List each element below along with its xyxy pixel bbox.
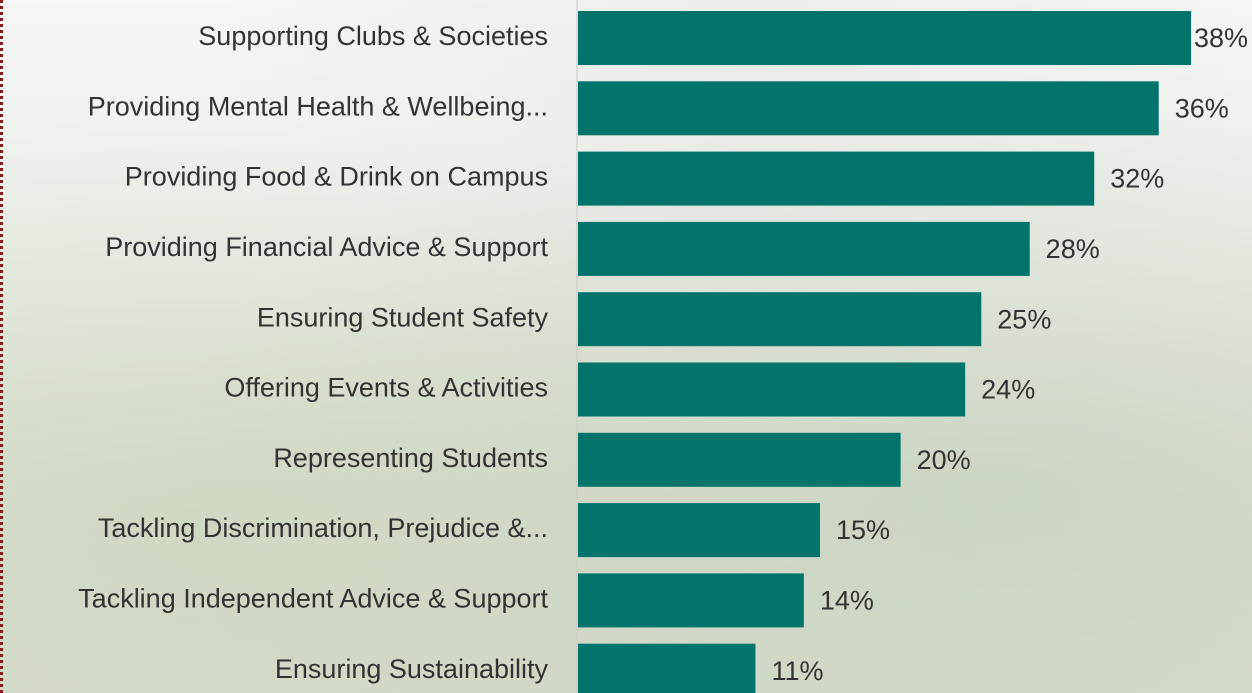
bar	[578, 292, 981, 346]
value-label: 36%	[1175, 93, 1229, 123]
category-label: Representing Students	[273, 443, 548, 473]
category-label: Ensuring Student Safety	[257, 302, 549, 332]
category-label: Ensuring Sustainability	[275, 654, 549, 684]
category-label: Providing Food & Drink on Campus	[125, 162, 548, 192]
value-label: 11%	[771, 656, 823, 686]
category-label: Tackling Discrimination, Prejudice &...	[98, 513, 548, 543]
value-label: 15%	[836, 515, 890, 545]
value-label: 20%	[917, 445, 971, 475]
bar	[578, 573, 804, 627]
bar	[578, 81, 1159, 135]
value-label: 28%	[1046, 234, 1100, 264]
bar	[578, 644, 755, 693]
category-label: Providing Financial Advice & Support	[105, 232, 548, 262]
category-label: Tackling Independent Advice & Support	[78, 584, 548, 614]
bar	[578, 222, 1030, 276]
bar	[578, 363, 965, 417]
bar	[578, 152, 1094, 206]
value-label: 25%	[997, 304, 1051, 334]
value-label: 32%	[1110, 164, 1164, 194]
bar	[578, 433, 901, 487]
category-label: Supporting Clubs & Societies	[198, 21, 548, 51]
bar	[578, 11, 1191, 65]
chart: Supporting Clubs & Societies 38% Providing…	[0, 0, 1252, 693]
category-label: Offering Events & Activities	[224, 373, 548, 403]
value-label: 24%	[981, 375, 1035, 405]
chart-panel: Supporting Clubs & Societies 38% Providing…	[0, 0, 1252, 693]
bar	[578, 503, 820, 557]
category-label: Providing Mental Health & Wellbeing...	[88, 91, 548, 121]
value-label: 38%	[1194, 23, 1248, 53]
value-label: 14%	[820, 586, 874, 616]
